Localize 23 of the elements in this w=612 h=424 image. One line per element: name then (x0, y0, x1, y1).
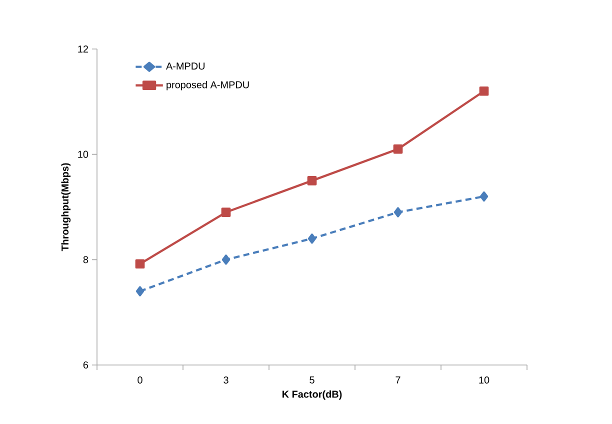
point (136, 286, 144, 296)
point (221, 208, 231, 217)
x-tick-label: 5 (310, 376, 314, 384)
point (479, 86, 489, 96)
y-tick-label: 8 (83, 256, 88, 264)
legend-label: proposed A-MPDU (166, 80, 249, 90)
y-axis-title: Throughput(Mbps) (61, 163, 71, 252)
point (480, 191, 488, 202)
point (394, 207, 402, 218)
x-tick-label: 7 (396, 376, 400, 384)
x-tick-label: 10 (479, 376, 490, 384)
point (393, 144, 403, 154)
y-tick-label: 6 (83, 361, 88, 369)
x-tick-label: 0 (138, 376, 142, 384)
legend-label: A-MPDU (166, 62, 205, 70)
x-tick-label: 3 (224, 376, 228, 384)
y-tick-label: 10 (78, 150, 88, 158)
x-axis-title: K Factor(dB) (282, 390, 342, 400)
point (222, 254, 230, 265)
y-tick-label: 12 (78, 46, 88, 52)
point (308, 234, 316, 244)
point (135, 259, 145, 269)
point (307, 176, 317, 186)
